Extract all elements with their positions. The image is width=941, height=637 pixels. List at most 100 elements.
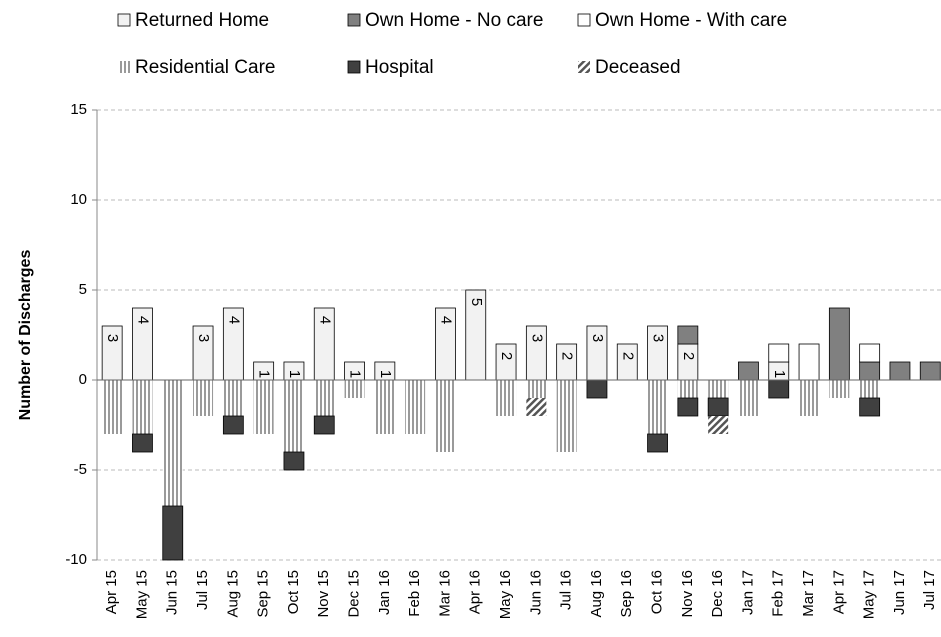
data-label: 1 — [286, 370, 303, 378]
y-tick-label: -5 — [74, 461, 87, 478]
x-tick-label: Aug 16 — [588, 570, 605, 618]
bar-segment — [889, 361, 911, 381]
legend-swatch — [347, 60, 361, 74]
x-tick-label: Nov 15 — [315, 570, 332, 618]
data-label: 1 — [771, 370, 788, 378]
x-tick-label: Mar 17 — [800, 570, 817, 617]
x-tick-label: Feb 16 — [406, 570, 423, 617]
data-label: 2 — [498, 352, 515, 360]
x-tick-label: Jul 16 — [558, 570, 575, 610]
bar-segment — [405, 380, 426, 434]
bar-segment — [677, 380, 698, 398]
bar-segment — [829, 380, 850, 398]
x-tick-label: Sep 15 — [255, 570, 272, 618]
bar-segment — [162, 380, 183, 506]
y-tick-label: -10 — [65, 551, 87, 568]
bar-segment — [677, 325, 699, 345]
x-tick-label: Jun 16 — [527, 570, 544, 615]
bar-segment — [344, 380, 365, 398]
x-tick-label: Jun 15 — [164, 570, 181, 615]
data-label: 2 — [619, 352, 636, 360]
legend-swatch — [117, 13, 131, 27]
data-label: 1 — [377, 370, 394, 378]
bar-segment — [798, 343, 820, 381]
x-tick-label: May 17 — [861, 570, 878, 619]
bar-segment — [193, 380, 214, 416]
data-label: 3 — [195, 334, 212, 342]
x-tick-label: May 16 — [497, 570, 514, 619]
data-label: 4 — [134, 316, 151, 324]
legend-label: Hospital — [365, 57, 434, 78]
bar-segment — [223, 380, 244, 416]
bar-segment — [313, 415, 335, 435]
bar-segment — [647, 380, 668, 434]
bar-segment — [253, 380, 274, 434]
x-tick-label: Aug 15 — [224, 570, 241, 618]
bar-segment — [707, 397, 729, 417]
bar-segment — [919, 361, 941, 381]
bar-segment — [677, 343, 699, 381]
bar-segment — [374, 380, 395, 434]
bar-segment — [738, 361, 759, 381]
data-label: 2 — [680, 352, 697, 360]
y-tick-label: 15 — [70, 101, 87, 118]
x-tick-label: Jul 17 — [921, 570, 938, 610]
bar-segment — [132, 380, 153, 434]
legend-label: Deceased — [595, 57, 681, 78]
bar-segment — [768, 379, 790, 399]
legend-swatch — [118, 61, 130, 73]
x-tick-label: Sep 16 — [618, 570, 635, 618]
bar-segment — [859, 361, 881, 381]
data-label: 1 — [256, 370, 273, 378]
x-tick-label: Jan 16 — [376, 570, 393, 615]
bar-segment — [496, 380, 517, 416]
bar-segment — [677, 397, 699, 417]
x-tick-label: May 15 — [133, 570, 150, 619]
y-tick-label: 10 — [70, 191, 87, 208]
x-tick-label: Nov 16 — [679, 570, 696, 618]
bar-segment — [102, 380, 123, 434]
x-tick-label: Feb 17 — [770, 570, 787, 617]
bar-segment — [799, 380, 820, 416]
data-label: 4 — [437, 316, 454, 324]
legend-label: Residential Care — [135, 57, 275, 78]
data-label: 2 — [559, 352, 576, 360]
data-label: 3 — [528, 334, 545, 342]
x-tick-label: Apr 17 — [830, 570, 847, 614]
bar-segment — [768, 343, 790, 363]
legend-swatch — [577, 13, 591, 27]
legend-swatch — [578, 61, 590, 73]
x-tick-label: Apr 15 — [103, 570, 120, 614]
x-tick-label: Oct 15 — [285, 570, 302, 614]
bar-segment — [859, 343, 881, 363]
data-label: 5 — [468, 298, 485, 306]
bar-segment — [859, 380, 880, 398]
bar-segment — [283, 380, 304, 452]
bar-segment — [556, 380, 577, 452]
y-tick-label: 5 — [79, 281, 87, 298]
bar-segment — [526, 398, 547, 416]
bar-segment — [738, 380, 759, 416]
data-label: 1 — [347, 370, 364, 378]
y-tick-label: 0 — [79, 371, 87, 388]
bar-segment — [314, 380, 335, 416]
bar-segment — [586, 379, 608, 399]
bar-segment — [647, 433, 668, 453]
bar-segment — [162, 505, 184, 561]
data-label: 3 — [650, 334, 667, 342]
x-tick-label: Apr 16 — [467, 570, 484, 614]
bar-segment — [495, 343, 517, 381]
y-axis-label: Number of Discharges — [17, 250, 34, 421]
data-label: 4 — [225, 316, 242, 324]
bar-segment — [222, 415, 244, 435]
bar-segment — [132, 433, 153, 453]
legend-swatch — [347, 13, 361, 27]
data-label: 3 — [589, 334, 606, 342]
bar-segment — [283, 451, 305, 471]
x-tick-label: Dec 16 — [709, 570, 726, 618]
bar-segment — [435, 380, 456, 452]
legend-label: Own Home - No care — [365, 10, 543, 31]
x-tick-label: Oct 16 — [649, 570, 666, 614]
x-tick-label: Dec 15 — [346, 570, 363, 618]
